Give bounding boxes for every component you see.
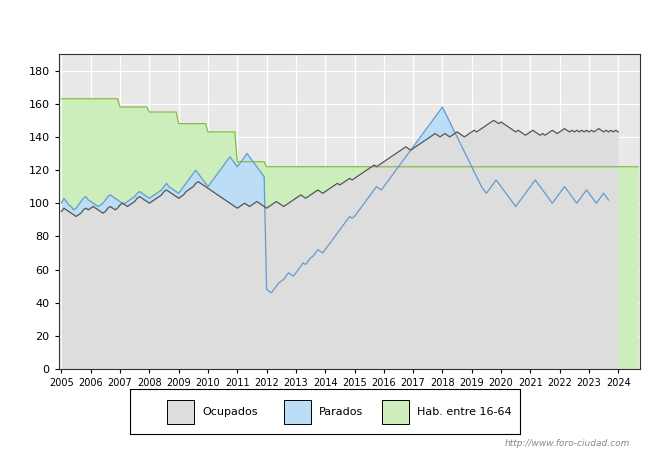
Text: http://www.foro-ciudad.com: http://www.foro-ciudad.com — [505, 439, 630, 448]
Text: Parados: Parados — [319, 407, 363, 417]
Text: La Torre - Evolucion de la poblacion en edad de Trabajar Septiembre de 2024: La Torre - Evolucion de la poblacion en … — [68, 17, 582, 30]
FancyBboxPatch shape — [167, 400, 194, 424]
FancyBboxPatch shape — [382, 400, 409, 424]
FancyBboxPatch shape — [284, 400, 311, 424]
Text: Hab. entre 16-64: Hab. entre 16-64 — [417, 407, 512, 417]
Text: Ocupados: Ocupados — [202, 407, 257, 417]
